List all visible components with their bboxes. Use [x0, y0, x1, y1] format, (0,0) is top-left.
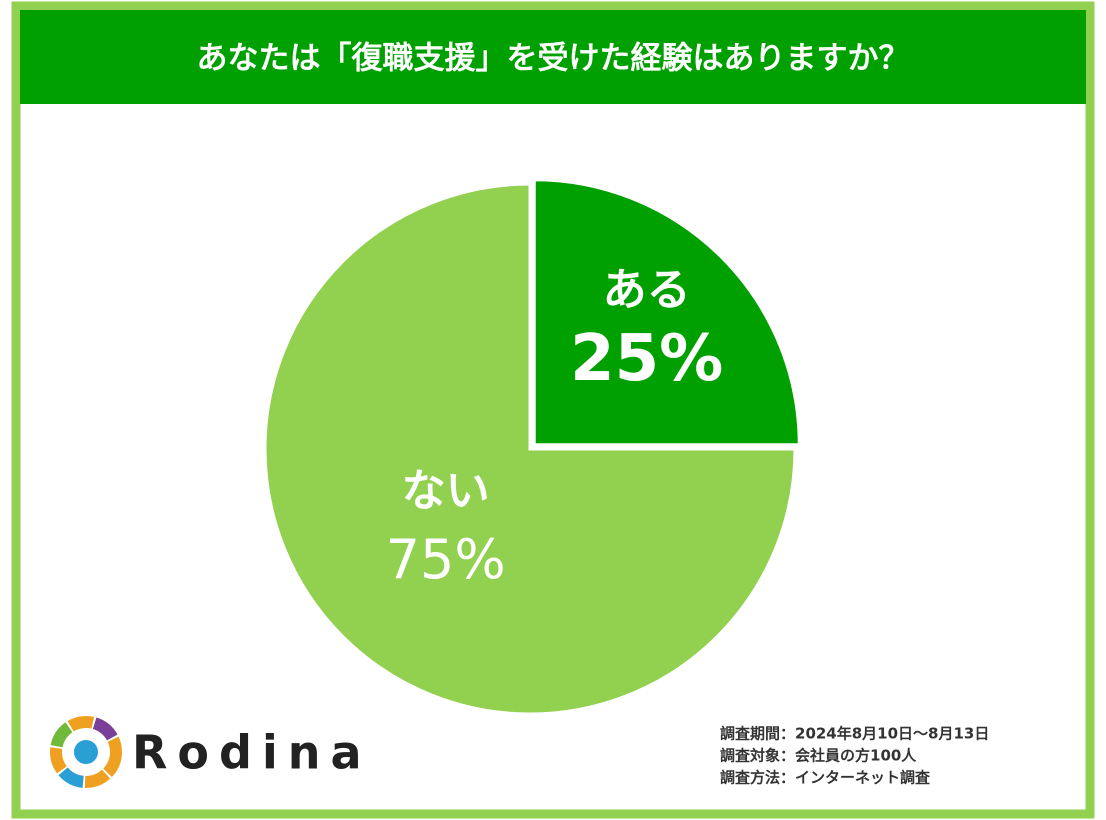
- value-label: 75%: [386, 528, 506, 591]
- pie: ある 25% ない 75%: [263, 178, 801, 716]
- survey-note: 調査期間：2024年8月10日～8月13日: [720, 725, 989, 743]
- brand: Rodina: [132, 726, 372, 780]
- title-bar: [20, 10, 1086, 104]
- logo-center: [74, 740, 98, 764]
- survey-note: 調査方法：インターネット調査: [720, 769, 931, 787]
- slice-label: ない: [402, 465, 490, 516]
- logo-icon: [50, 716, 122, 788]
- survey-note: 調査対象：会社員の方100人: [720, 747, 917, 765]
- pie-slice: [263, 182, 797, 716]
- pie-slice: [532, 178, 801, 447]
- slice-label: ある: [603, 264, 691, 315]
- chart-title: あなたは「復職支援」を受けた経験はありますか？: [197, 41, 910, 77]
- logo-ring: [50, 716, 122, 788]
- notes: 調査期間：2024年8月10日～8月13日調査対象：会社員の方100人調査方法：…: [720, 725, 989, 787]
- value-label: 25%: [570, 322, 723, 396]
